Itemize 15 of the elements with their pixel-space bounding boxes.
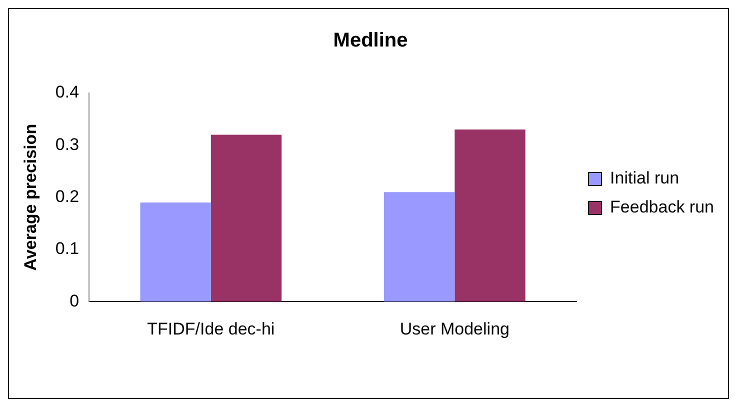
legend-label: Feedback run — [610, 198, 714, 217]
bar — [140, 202, 211, 302]
y-tick-label: 0.4 — [55, 82, 80, 102]
y-tick-label: 0.3 — [55, 134, 80, 154]
x-tick-label: TFIDF/Ide dec-hi — [147, 319, 275, 338]
y-tick-label: 0.1 — [55, 239, 80, 258]
y-tick-label: 0 — [70, 291, 80, 310]
legend-label: Initial run — [610, 168, 680, 188]
y-tick-label: 0.2 — [55, 186, 80, 206]
bar — [454, 130, 526, 302]
x-tick-label: User Modeling — [400, 319, 510, 338]
bar — [384, 192, 455, 302]
y-axis-title: Average precision — [20, 124, 40, 271]
bar — [210, 134, 282, 302]
chart-title: Medline — [333, 30, 408, 52]
